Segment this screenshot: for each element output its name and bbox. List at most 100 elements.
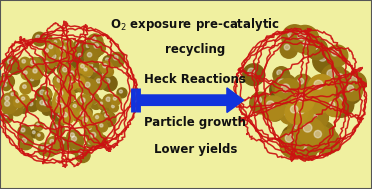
Circle shape: [12, 63, 16, 67]
Circle shape: [314, 129, 340, 154]
Circle shape: [44, 62, 55, 73]
Circle shape: [316, 102, 323, 108]
Circle shape: [313, 48, 338, 73]
Circle shape: [67, 104, 78, 115]
Circle shape: [93, 100, 97, 104]
Circle shape: [97, 122, 108, 132]
Circle shape: [61, 90, 70, 99]
Circle shape: [109, 103, 118, 112]
Circle shape: [329, 80, 336, 86]
Circle shape: [32, 131, 35, 134]
Circle shape: [69, 106, 73, 110]
Circle shape: [56, 98, 61, 103]
Circle shape: [89, 128, 93, 133]
Circle shape: [298, 78, 304, 84]
Circle shape: [324, 76, 345, 96]
Circle shape: [60, 103, 64, 107]
Circle shape: [5, 96, 9, 101]
Circle shape: [90, 98, 102, 109]
Circle shape: [26, 99, 38, 112]
Circle shape: [301, 93, 310, 102]
Circle shape: [35, 122, 43, 130]
Circle shape: [280, 106, 298, 124]
Circle shape: [303, 41, 308, 46]
Circle shape: [111, 95, 121, 105]
Circle shape: [74, 76, 85, 88]
Circle shape: [80, 98, 85, 102]
Circle shape: [100, 124, 103, 127]
Circle shape: [327, 70, 350, 94]
Circle shape: [43, 102, 47, 105]
Circle shape: [302, 127, 327, 152]
Circle shape: [75, 76, 90, 91]
Circle shape: [301, 93, 326, 118]
Circle shape: [98, 100, 106, 108]
Circle shape: [105, 115, 109, 119]
Circle shape: [119, 90, 122, 93]
Circle shape: [71, 101, 85, 114]
Circle shape: [51, 54, 56, 59]
Circle shape: [70, 71, 74, 74]
Circle shape: [21, 69, 32, 80]
Circle shape: [64, 66, 73, 75]
Circle shape: [88, 141, 91, 144]
Circle shape: [69, 81, 73, 84]
Circle shape: [73, 40, 85, 52]
Circle shape: [91, 40, 105, 55]
Circle shape: [81, 79, 97, 95]
Circle shape: [282, 126, 303, 147]
Circle shape: [76, 43, 80, 46]
Circle shape: [312, 44, 317, 50]
Circle shape: [44, 107, 48, 110]
Circle shape: [100, 102, 103, 105]
Circle shape: [42, 46, 54, 58]
Circle shape: [321, 64, 347, 90]
Circle shape: [314, 80, 323, 89]
Circle shape: [62, 92, 65, 95]
Circle shape: [91, 132, 96, 137]
Circle shape: [93, 76, 107, 89]
Circle shape: [303, 109, 325, 131]
Circle shape: [68, 133, 84, 149]
Circle shape: [74, 79, 87, 92]
Circle shape: [67, 130, 81, 144]
Circle shape: [84, 109, 87, 112]
Circle shape: [13, 106, 17, 110]
Circle shape: [29, 72, 32, 75]
Circle shape: [280, 132, 305, 158]
Circle shape: [24, 71, 27, 74]
Circle shape: [2, 112, 13, 123]
Circle shape: [57, 63, 70, 76]
Circle shape: [106, 58, 109, 61]
Circle shape: [315, 112, 320, 118]
Circle shape: [101, 112, 116, 127]
Circle shape: [311, 109, 318, 115]
Circle shape: [291, 105, 298, 113]
Circle shape: [89, 45, 102, 58]
Circle shape: [42, 105, 52, 115]
Circle shape: [84, 50, 98, 64]
Circle shape: [68, 58, 72, 63]
Circle shape: [297, 118, 324, 145]
Circle shape: [36, 124, 39, 126]
FancyArrow shape: [140, 88, 244, 112]
Circle shape: [91, 95, 94, 99]
Circle shape: [62, 67, 67, 72]
Circle shape: [4, 101, 10, 106]
Circle shape: [50, 139, 54, 144]
Circle shape: [286, 137, 294, 146]
Circle shape: [87, 34, 103, 49]
Circle shape: [103, 56, 114, 67]
Circle shape: [48, 43, 52, 46]
Circle shape: [46, 40, 57, 51]
Circle shape: [334, 97, 342, 105]
Circle shape: [86, 44, 90, 47]
Circle shape: [60, 46, 65, 51]
Circle shape: [318, 126, 325, 133]
Circle shape: [27, 74, 40, 87]
Circle shape: [4, 84, 7, 86]
Circle shape: [337, 74, 343, 80]
Circle shape: [48, 138, 63, 153]
Circle shape: [292, 89, 314, 112]
Circle shape: [308, 75, 336, 103]
